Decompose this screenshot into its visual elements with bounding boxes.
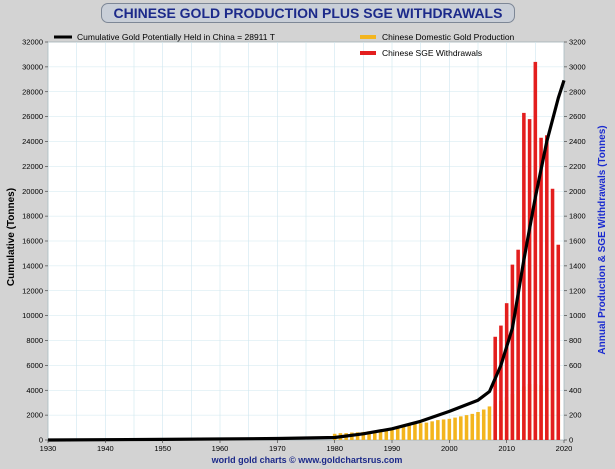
y-right-tick-label: 2800 — [569, 87, 586, 96]
production-bar — [464, 415, 469, 440]
production-bar — [384, 428, 389, 440]
production-bar — [378, 430, 383, 440]
y-left-tick-label: 22000 — [22, 162, 43, 171]
y-axis-left-ticks: 0 2000 4000 6000 8000 10000 12000 14000 16000 180… — [22, 38, 48, 445]
production-bar — [407, 424, 411, 440]
production-bar — [481, 409, 486, 440]
production-bar — [447, 418, 452, 440]
production-bar — [395, 426, 400, 440]
y-left-tick-label: 26000 — [22, 112, 43, 121]
x-tick-label: 2000 — [441, 444, 458, 453]
x-tick-label: 1930 — [40, 444, 57, 453]
x-tick-label: 1940 — [97, 444, 114, 453]
y-right-tick-label: 200 — [569, 411, 582, 420]
y-left-tick-label: 8000 — [26, 336, 43, 345]
y-right-tick-label: 1600 — [569, 237, 586, 246]
production-bar — [436, 420, 440, 440]
y-left-tick-label: 18000 — [22, 212, 43, 221]
legend: Cumulative Gold Potentially Held in Chin… — [54, 32, 515, 58]
production-bar — [413, 423, 417, 440]
y-left-tick-label: 14000 — [22, 261, 43, 270]
x-tick-label: 1980 — [326, 444, 343, 453]
production-bar — [424, 422, 429, 440]
sge-withdrawal-bars — [493, 61, 561, 441]
sge-withdrawal-bar — [539, 137, 543, 441]
sge-withdrawal-bar — [510, 264, 515, 440]
sge-withdrawal-bar — [556, 244, 561, 440]
x-tick-label: 2010 — [498, 444, 515, 453]
sge-withdrawal-bar — [504, 303, 509, 440]
legend-line-label: Cumulative Gold Potentially Held in Chin… — [77, 32, 275, 42]
y-right-tick-label: 600 — [569, 361, 582, 370]
production-bar — [453, 417, 457, 440]
production-bar — [361, 431, 366, 440]
legend-production-swatch — [360, 35, 376, 39]
y-right-tick-label: 2200 — [569, 162, 586, 171]
production-bar — [487, 406, 492, 440]
legend-sge-label: Chinese SGE Withdrawals — [382, 48, 482, 58]
production-bar — [367, 431, 371, 440]
y-right-tick-label: 3200 — [569, 38, 586, 47]
y-left-tick-label: 24000 — [22, 137, 43, 146]
y-left-tick-label: 30000 — [22, 62, 43, 71]
legend-production-label: Chinese Domestic Gold Production — [382, 32, 515, 42]
production-bar — [401, 425, 406, 440]
cumulative-line — [47, 79, 566, 442]
production-bar — [459, 416, 463, 440]
y-right-tick-label: 800 — [569, 336, 582, 345]
x-tick-label: 1960 — [212, 444, 229, 453]
x-tick-label: 1970 — [269, 444, 286, 453]
production-bar — [470, 413, 475, 440]
sge-withdrawal-bar — [516, 249, 520, 440]
y-left-tick-label: 12000 — [22, 286, 43, 295]
sge-withdrawal-bar — [493, 336, 497, 440]
production-bar — [476, 412, 480, 440]
y-left-tick-label: 28000 — [22, 87, 43, 96]
y-left-tick-label: 6000 — [26, 361, 43, 370]
sge-withdrawal-bar — [499, 325, 503, 440]
y-left-tick-label: 32000 — [22, 38, 43, 47]
production-bar — [418, 423, 423, 440]
y-right-tick-label: 1400 — [569, 261, 586, 270]
y-right-tick-label: 1200 — [569, 286, 586, 295]
y-right-tick-label: 1800 — [569, 212, 586, 221]
y-left-tick-label: 16000 — [22, 237, 43, 246]
production-bar — [441, 419, 446, 440]
y-left-tick-label: 4000 — [26, 386, 43, 395]
y-left-tick-label: 20000 — [22, 187, 43, 196]
y-right-tick-label: 2400 — [569, 137, 586, 146]
sge-withdrawal-bar — [545, 135, 549, 440]
sge-withdrawal-bar — [522, 112, 526, 441]
y-right-tick-label: 2000 — [569, 187, 586, 196]
y-right-tick-label: 1000 — [569, 311, 586, 320]
y-axis-left-label: Cumulative (Tonnes) — [6, 188, 17, 286]
production-bar — [373, 430, 377, 440]
y-left-tick-label: 10000 — [22, 311, 43, 320]
x-tick-label: 1990 — [384, 444, 401, 453]
x-tick-label: 2020 — [556, 444, 573, 453]
y-axis-right-ticks: 0 200 400 600 800 1000 1200 1400 1600 1800 2000 220… — [564, 38, 586, 445]
y-axis-right-label: Annual Production & SGE Withdrawals (Ton… — [597, 125, 608, 354]
y-right-tick-label: 3000 — [569, 62, 586, 71]
y-left-tick-label: 2000 — [26, 411, 43, 420]
chart-title: CHINESE GOLD PRODUCTION PLUS SGE WITHDRA… — [101, 3, 515, 23]
y-right-tick-label: 2600 — [569, 112, 586, 121]
y-right-tick-label: 400 — [569, 386, 582, 395]
footer-credit: world gold charts © www.goldchartsrus.co… — [211, 455, 403, 465]
x-axis-ticks: 1930 1940 1950 1960 1970 1980 1990 2000 2010 2020 — [40, 440, 573, 453]
production-bar — [390, 427, 394, 440]
y-left-tick-label: 0 — [39, 436, 43, 445]
sge-withdrawal-bar — [527, 119, 532, 441]
x-tick-label: 1950 — [154, 444, 171, 453]
production-bar — [430, 421, 434, 440]
y-right-tick-label: 0 — [569, 436, 573, 445]
sge-withdrawal-bar — [550, 188, 555, 440]
sge-withdrawal-bar — [533, 61, 538, 441]
legend-sge-swatch — [360, 51, 376, 55]
